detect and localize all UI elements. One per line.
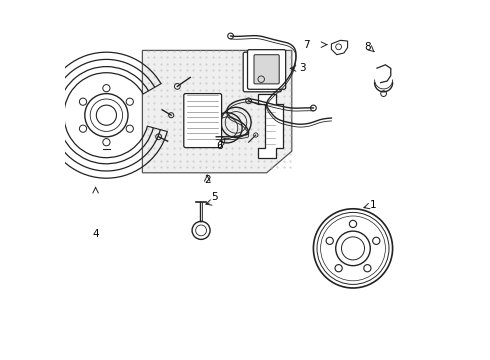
Text: 2: 2 <box>204 175 211 185</box>
FancyBboxPatch shape <box>184 94 221 148</box>
Polygon shape <box>258 94 283 158</box>
FancyBboxPatch shape <box>243 52 281 92</box>
Text: 3: 3 <box>299 63 306 73</box>
Text: 8: 8 <box>364 42 371 52</box>
FancyBboxPatch shape <box>254 55 279 84</box>
Text: 6: 6 <box>217 141 223 151</box>
Text: 1: 1 <box>369 200 376 210</box>
Polygon shape <box>331 40 347 55</box>
Text: 4: 4 <box>92 229 99 239</box>
Text: 7: 7 <box>304 40 310 50</box>
Polygon shape <box>143 50 292 173</box>
FancyBboxPatch shape <box>247 50 286 89</box>
Text: 5: 5 <box>211 192 218 202</box>
